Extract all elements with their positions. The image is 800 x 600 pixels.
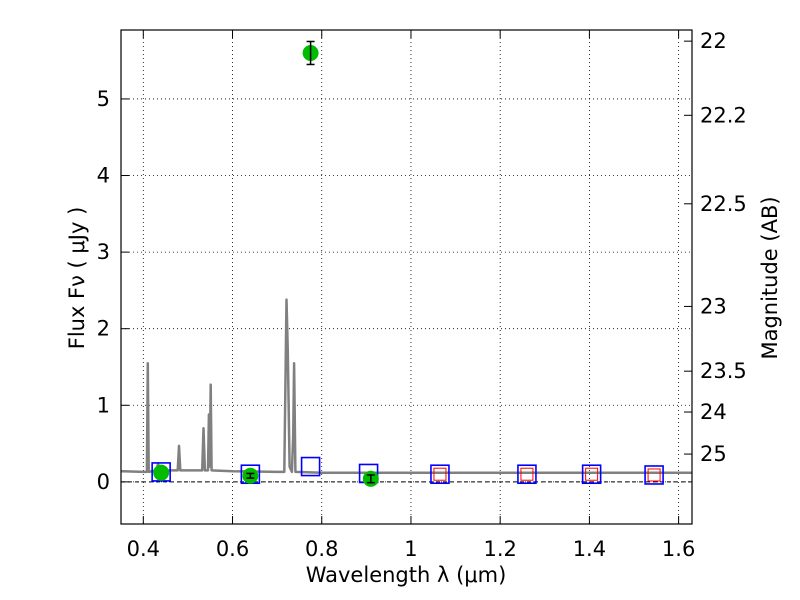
x-tick-label: 0.8: [305, 537, 338, 561]
model-flux-square: [300, 456, 321, 477]
y-tick-label: 1: [97, 393, 110, 417]
magnitude-tick-label: 22.2: [700, 103, 747, 127]
model-flux-square: [151, 462, 171, 482]
y-tick-label: 3: [97, 240, 110, 264]
x-tick-label: 0.4: [127, 537, 160, 561]
y-tick-label: 5: [97, 87, 110, 111]
photometry-points: [151, 40, 664, 487]
grid-lines: [121, 30, 692, 524]
y-axis-label: Flux Fν ( μJy ): [65, 207, 89, 350]
model-flux-square: [644, 465, 664, 485]
model-flux-square: [517, 464, 537, 485]
model-flux-inner-square: [647, 468, 661, 482]
magnitude-tick-label: 25: [700, 442, 727, 466]
model-flux-inner-square: [585, 467, 599, 481]
x-tick-label: 1.4: [573, 537, 606, 561]
magnitude-tick-label: 23.5: [700, 359, 747, 383]
model-flux-inner-square: [520, 467, 534, 481]
x-tick-label: 1: [404, 537, 417, 561]
magnitude-axis-label: Magnitude (AB): [758, 196, 782, 359]
plot-frame: [120, 29, 693, 525]
observed-flux-point: [153, 464, 170, 481]
magnitude-tick-label: 23: [700, 294, 727, 318]
x-tick-label: 1.6: [662, 537, 695, 561]
y-tick-label: 0: [97, 470, 110, 494]
x-tick-label: 1.2: [483, 537, 516, 561]
x-tick-label: 0.6: [216, 537, 249, 561]
axis-ticks: 0.4 0.6 0.8 1 1.2 1.4 1.60123452222.222.52323.…: [97, 29, 747, 561]
magnitude-tick-label: 24: [700, 400, 727, 424]
model-flux-inner-square: [433, 467, 447, 481]
y-tick-label: 4: [97, 164, 110, 188]
magnitude-tick-label: 22: [700, 29, 727, 53]
x-axis-label: Wavelength λ (μm): [306, 563, 507, 587]
model-spectrum: [120, 298, 692, 474]
spectrum-line: [120, 298, 692, 474]
magnitude-tick-label: 22.5: [700, 192, 747, 216]
model-flux-square: [430, 464, 450, 485]
y-tick-label: 2: [97, 317, 110, 341]
model-flux-square: [581, 464, 602, 485]
